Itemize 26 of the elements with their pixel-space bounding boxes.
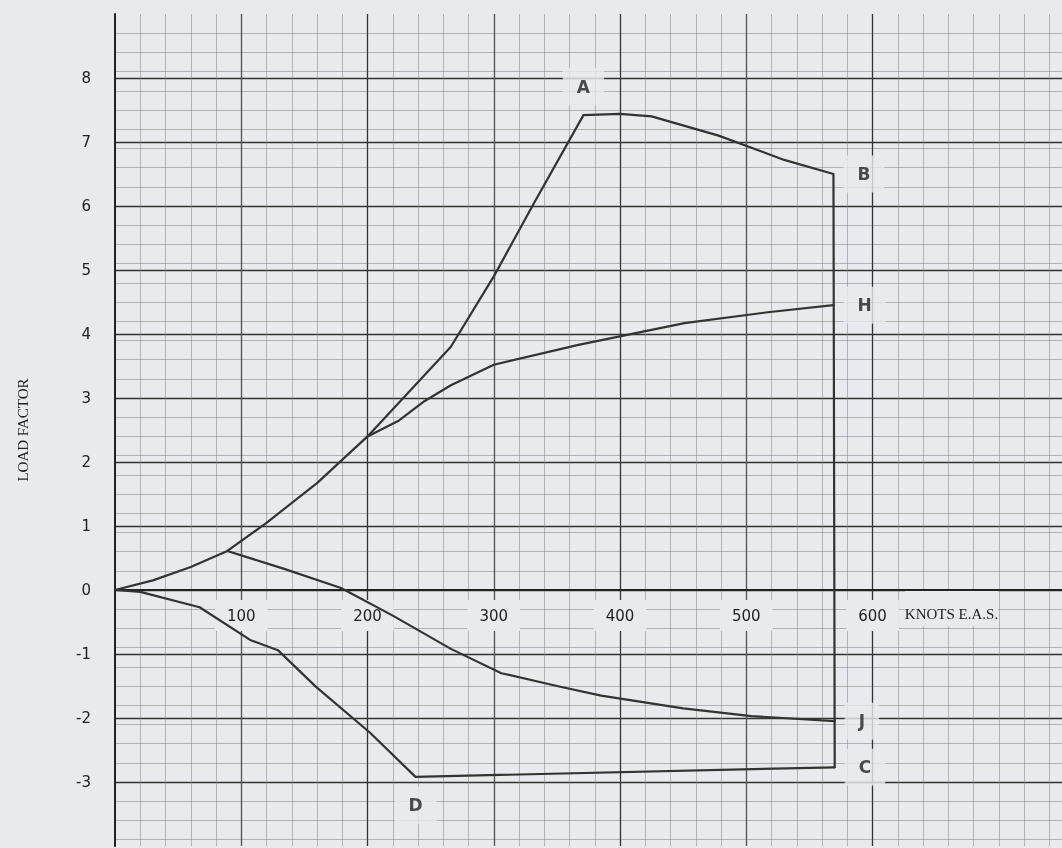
y-tick-label: 3 (81, 389, 91, 407)
x-tick-label: 100 (226, 606, 256, 625)
y-tick-label: 6 (81, 197, 91, 215)
annotation: C (858, 757, 872, 778)
y-tick-label: 8 (81, 69, 91, 87)
y-tick-label: 4 (81, 325, 91, 343)
annotation: B (857, 164, 871, 184)
y-tick-label: -3 (76, 773, 91, 791)
x-tick-label: 600 (858, 606, 887, 625)
annotation: A (576, 76, 591, 97)
y-tick-label: -2 (76, 709, 91, 727)
x-axis-title: KNOTS E.A.S. (904, 606, 999, 622)
y-tick-label: 1 (81, 517, 91, 535)
x-tick-label: 200 (353, 606, 382, 625)
annotation: D (408, 795, 423, 816)
x-tick-label: 400 (605, 606, 635, 625)
annotation: J (857, 711, 866, 732)
y-axis-title: LOAD FACTOR (14, 378, 31, 482)
y-tick-label: 0 (81, 581, 91, 599)
annotation: H (857, 295, 872, 316)
y-tick-label: 5 (81, 261, 91, 279)
y-tick-label: -1 (76, 645, 91, 663)
y-tick-label: 2 (81, 453, 91, 471)
y-tick-label: 7 (81, 133, 91, 151)
x-tick-label: 300 (479, 606, 509, 625)
x-tick-label: 500 (732, 606, 761, 625)
